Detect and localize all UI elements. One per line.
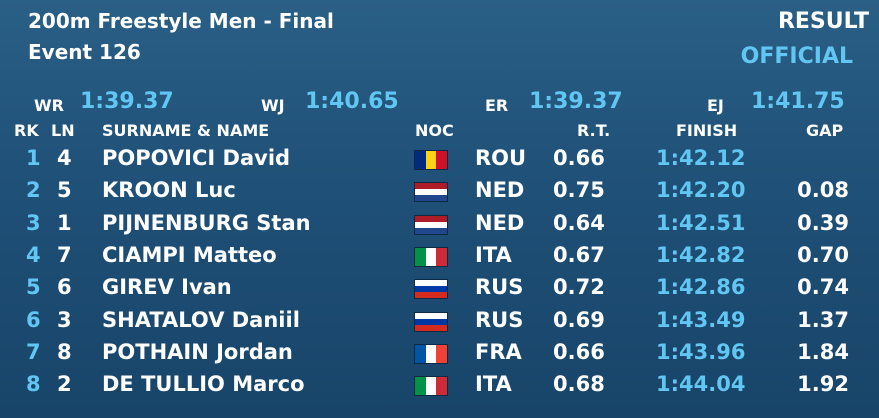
table-row: 3 1 PIJNENBURG Stan NED 0.64 1:42.51 0.39 — [0, 207, 879, 239]
noc-code: NED — [475, 178, 525, 203]
reaction-time: 0.67 — [553, 242, 605, 267]
official-status: OFFICIAL — [740, 44, 853, 69]
table-row: 4 7 CIAMPI Matteo ITA 0.67 1:42.82 0.70 — [0, 239, 879, 271]
athlete-name: SHATALOV Daniil — [102, 307, 300, 332]
athlete-name: PIJNENBURG Stan — [102, 210, 311, 235]
finish-time: 1:42.20 — [656, 178, 746, 203]
table-row: 2 5 KROON Luc NED 0.75 1:42.20 0.08 — [0, 174, 879, 206]
rank: 3 — [26, 210, 41, 235]
noc-code: RUS — [475, 275, 524, 300]
record-value-er: 1:39.37 — [529, 89, 623, 114]
record-value-ej: 1:41.75 — [751, 89, 845, 114]
record-value-wr: 1:39.37 — [80, 89, 174, 114]
result-label: RESULT — [777, 9, 869, 34]
noc-code: ITA — [475, 242, 512, 267]
reaction-time: 0.68 — [553, 372, 605, 397]
flag-fra-icon — [414, 343, 448, 364]
reaction-time: 0.66 — [553, 339, 605, 364]
header-gap: GAP — [806, 121, 844, 140]
gap: 1.84 — [797, 339, 849, 364]
athlete-name: POTHAIN Jordan — [102, 339, 293, 364]
flag-ned-icon — [414, 214, 448, 235]
finish-time: 1:42.82 — [656, 242, 746, 267]
noc-code: ROU — [475, 146, 527, 170]
record-value-wj: 1:40.65 — [305, 89, 399, 114]
rank: 8 — [26, 372, 41, 397]
record-label-er: ER — [485, 96, 509, 115]
rank: 2 — [26, 178, 41, 203]
rank: 4 — [26, 242, 41, 267]
reaction-time: 0.64 — [553, 210, 605, 235]
noc-code: RUS — [475, 307, 524, 332]
finish-time: 1:43.96 — [656, 339, 746, 364]
rank: 5 — [26, 275, 41, 300]
noc-code: ITA — [475, 372, 512, 397]
finish-time: 1:43.49 — [656, 307, 746, 332]
header-rt: R.T. — [577, 121, 611, 140]
lane: 6 — [57, 275, 72, 300]
rank: 6 — [26, 307, 41, 332]
finish-time: 1:42.51 — [656, 210, 746, 235]
table-row: 8 2 DE TULLIO Marco ITA 0.68 1:44.04 1.92 — [0, 368, 879, 400]
header-name: SURNAME & NAME — [102, 121, 270, 140]
record-label-wj: WJ — [261, 96, 285, 115]
flag-rus-icon — [414, 311, 448, 332]
event-number: Event 126 — [28, 40, 141, 64]
lane: 8 — [57, 339, 72, 364]
table-row: 5 6 GIREV Ivan RUS 0.72 1:42.86 0.74 — [0, 271, 879, 303]
table-row: 1 4 POPOVICI David ROU 0.66 1:42.12 — [0, 142, 879, 174]
flag-rou-icon — [414, 150, 448, 170]
gap: 0.74 — [797, 275, 849, 300]
finish-time: 1:44.04 — [656, 372, 746, 397]
table-row: 6 3 SHATALOV Daniil RUS 0.69 1:43.49 1.37 — [0, 304, 879, 336]
athlete-name: DE TULLIO Marco — [102, 372, 305, 397]
lane: 1 — [57, 210, 72, 235]
flag-rus-icon — [414, 279, 448, 300]
header-ln: LN — [51, 121, 75, 140]
lane: 5 — [57, 178, 72, 203]
gap: 0.08 — [797, 178, 849, 203]
flag-ita-icon — [414, 376, 448, 397]
gap: 0.39 — [797, 210, 849, 235]
gap: 1.37 — [797, 307, 849, 332]
header-rk: RK — [14, 121, 39, 140]
lane: 4 — [57, 146, 72, 170]
event-title: 200m Freestyle Men - Final — [28, 9, 334, 33]
athlete-name: POPOVICI David — [102, 146, 291, 170]
rank: 7 — [26, 339, 41, 364]
lane: 7 — [57, 242, 72, 267]
header-finish: FINISH — [676, 121, 738, 140]
record-label-ej: EJ — [707, 96, 724, 115]
flag-ned-icon — [414, 182, 448, 203]
reaction-time: 0.72 — [553, 275, 605, 300]
finish-time: 1:42.12 — [656, 146, 746, 170]
athlete-name: KROON Luc — [102, 178, 236, 203]
lane: 2 — [57, 372, 72, 397]
finish-time: 1:42.86 — [656, 275, 746, 300]
lane: 3 — [57, 307, 72, 332]
athlete-name: GIREV Ivan — [102, 275, 232, 300]
noc-code: NED — [475, 210, 525, 235]
athlete-name: CIAMPI Matteo — [102, 242, 277, 267]
record-label-wr: WR — [34, 96, 64, 115]
rank: 1 — [26, 146, 41, 170]
gap: 0.70 — [797, 242, 849, 267]
table-row: 7 8 POTHAIN Jordan FRA 0.66 1:43.96 1.84 — [0, 336, 879, 368]
reaction-time: 0.75 — [553, 178, 605, 203]
reaction-time: 0.69 — [553, 307, 605, 332]
flag-ita-icon — [414, 246, 448, 267]
gap: 1.92 — [797, 372, 849, 397]
header-noc: NOC — [415, 121, 454, 140]
reaction-time: 0.66 — [553, 146, 605, 170]
noc-code: FRA — [475, 339, 522, 364]
